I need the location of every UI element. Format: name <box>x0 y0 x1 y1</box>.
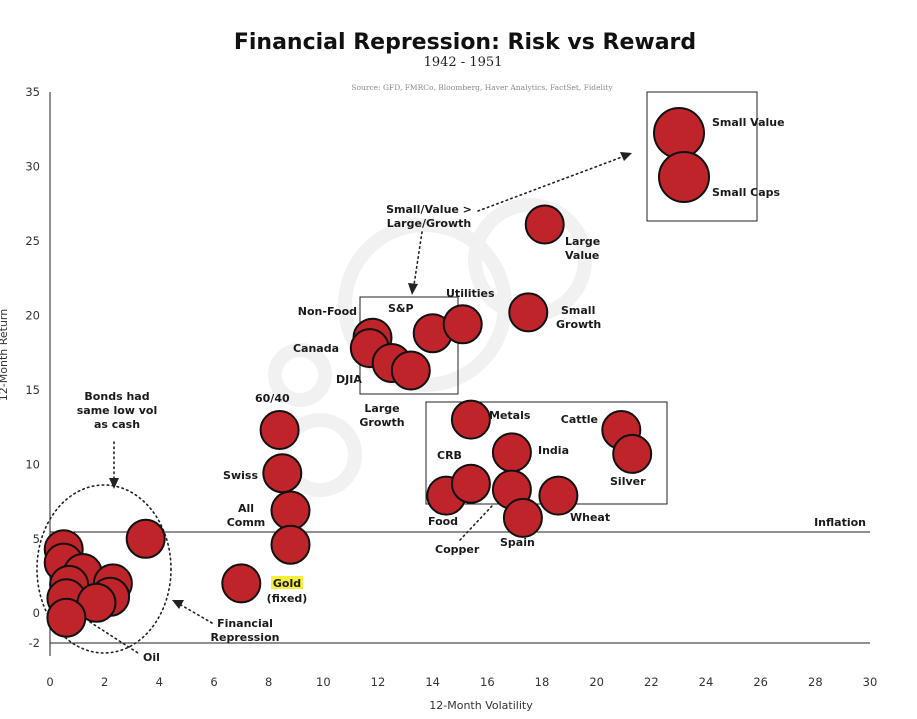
y-axis-label: 12-Month Return <box>0 309 10 401</box>
small-caps-label: Small Caps <box>712 186 781 199</box>
small-value-arrowhead <box>620 152 632 161</box>
financial-repression-ellipse <box>36 484 172 654</box>
x-tick-label: 12 <box>371 675 386 689</box>
chart-subtitle: 1942 - 1951 <box>424 55 503 70</box>
data-point <box>442 304 483 345</box>
wheat-label: Wheat <box>570 511 610 524</box>
data-points <box>43 204 653 638</box>
cattle-label: Cattle <box>561 413 598 426</box>
x-tick-label: 6 <box>210 675 217 689</box>
data-point <box>538 475 579 516</box>
x-tick-label: 26 <box>753 675 768 689</box>
bonds-arrowhead <box>109 478 119 489</box>
x-tick-label: 18 <box>535 675 550 689</box>
small-growth-label: Small Growth <box>556 304 601 331</box>
data-point <box>508 292 549 333</box>
data-point <box>125 518 166 559</box>
sp-arrowhead <box>408 283 418 295</box>
x-tick-label: 16 <box>480 675 495 689</box>
y-tick-label: 10 <box>25 457 40 471</box>
repression-arrowhead <box>172 600 184 609</box>
x-tick-label: 28 <box>808 675 823 689</box>
small-value-arrow <box>477 156 623 212</box>
y-axis-ticks: 35 30 25 20 15 10 5 0 -2 <box>25 85 40 650</box>
bonds-annotation: Bonds had same low vol as cash <box>77 390 158 431</box>
repression-arrow <box>180 604 213 624</box>
x-tick-label: 22 <box>644 675 659 689</box>
data-point <box>450 463 491 504</box>
x-tick-label: 24 <box>699 675 714 689</box>
y-tick-label: 5 <box>33 532 40 546</box>
x-tick-label: 2 <box>101 675 108 689</box>
x-tick-label: 4 <box>156 675 163 689</box>
small-value-annotation: Small/Value > Large/Growth <box>386 203 472 230</box>
silver-label: Silver <box>610 475 646 488</box>
copper-label: Copper <box>435 543 480 556</box>
data-point <box>612 433 653 474</box>
x-axis-ticks: 0 2 4 6 8 10 12 14 16 18 20 22 24 26 28 30 <box>46 675 877 689</box>
data-point <box>259 410 300 450</box>
x-tick-label: 20 <box>589 675 604 689</box>
x-tick-label: 0 <box>46 675 53 689</box>
x-tick-label: 8 <box>265 675 272 689</box>
x-tick-label: 10 <box>316 675 331 689</box>
copper-pointer <box>459 505 493 541</box>
small-caps-box <box>646 91 758 222</box>
metals-label: Metals <box>489 409 531 422</box>
data-point <box>270 490 311 531</box>
y-tick-label: 20 <box>25 308 40 322</box>
chart-source: Source: GFD, FMRCo, Bloomberg, Haver Ana… <box>351 83 613 92</box>
all-comm-label: All Comm <box>227 502 266 529</box>
india-label: India <box>538 444 569 457</box>
y-tick-label: 35 <box>25 85 40 99</box>
y-tick-label: 25 <box>25 234 40 248</box>
y-tick-label: 15 <box>25 383 40 397</box>
data-point <box>450 399 491 440</box>
y-tick-label: 30 <box>25 159 40 173</box>
sixty-forty-label: 60/40 <box>255 392 290 405</box>
sp-label: S&P <box>388 302 414 315</box>
x-tick-label: 14 <box>425 675 440 689</box>
gold-highlight <box>271 576 303 589</box>
chart-title: Financial Repression: Risk vs Reward <box>234 30 696 55</box>
gold-label: Gold <box>273 577 301 590</box>
data-point <box>262 453 303 494</box>
canada-label: Canada <box>293 342 339 355</box>
data-point <box>270 524 311 565</box>
sp-arrow <box>413 231 423 286</box>
spain-label: Spain <box>500 536 535 549</box>
y-tick-label: -2 <box>29 636 40 650</box>
djia-label: DJIA <box>336 373 362 386</box>
small-caps-bubble <box>658 151 710 203</box>
data-point <box>491 432 532 473</box>
large-growth-label: Large Growth <box>359 402 404 429</box>
financial-repression-annotation: Financial Repression <box>211 617 280 644</box>
x-tick-label: 30 <box>863 675 878 689</box>
oil-pointer <box>89 621 139 654</box>
utilities-label: Utilities <box>446 287 495 300</box>
oil-label: Oil <box>143 651 160 664</box>
data-point <box>502 497 543 538</box>
non-food-label: Non-Food <box>298 305 357 318</box>
gold-sub-label: (fixed) <box>267 592 308 605</box>
inflation-label: Inflation <box>814 516 866 529</box>
small-value-bubble <box>653 107 705 159</box>
crb-label: CRB <box>437 449 462 462</box>
data-point <box>221 563 262 604</box>
large-value-label: Large Value <box>565 235 600 262</box>
food-label: Food <box>428 515 458 528</box>
swiss-label: Swiss <box>223 469 258 482</box>
y-tick-label: 0 <box>33 606 40 620</box>
data-point <box>524 204 565 245</box>
data-point <box>390 350 431 391</box>
x-axis-label: 12-Month Volatility <box>429 699 533 712</box>
data-point <box>46 597 87 638</box>
small-value-label: Small Value <box>712 116 785 129</box>
